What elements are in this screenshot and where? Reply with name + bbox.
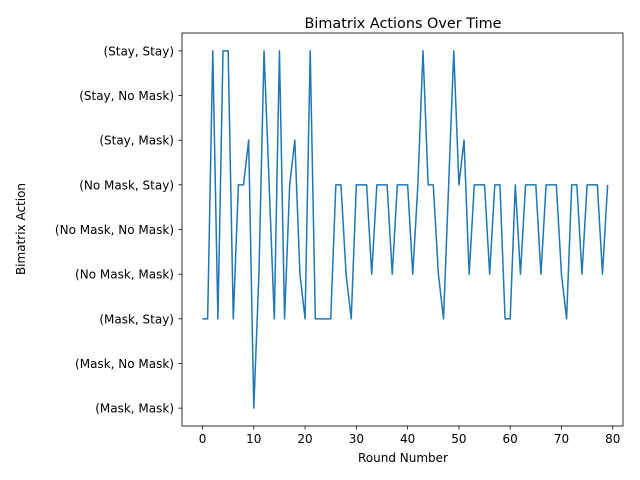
x-tick-label: 0 [199, 432, 207, 446]
series-line [202, 50, 609, 409]
chart-title: Bimatrix Actions Over Time [305, 16, 502, 32]
x-tick-label: 20 [297, 432, 312, 446]
y-tick-label: (No Mask, Stay) [79, 178, 174, 192]
x-tick-label: 30 [349, 432, 364, 446]
y-tick-label: (No Mask, Mask) [75, 268, 174, 282]
y-tick-label: (Mask, No Mask) [75, 357, 174, 371]
y-axis-label: Bimatrix Action [14, 183, 28, 275]
y-axis-ticks: (Mask, Mask) (Mask, No Mask) (Mask, Stay) (… [55, 44, 182, 416]
x-tick-label: 70 [554, 432, 569, 446]
y-tick-label: (Mask, Stay) [99, 312, 174, 326]
y-tick-label: (Stay, Mask) [99, 134, 174, 148]
y-tick-label: (Mask, Mask) [95, 402, 174, 416]
x-tick-label: 50 [451, 432, 466, 446]
x-tick-label: 10 [246, 432, 261, 446]
x-axis-ticks: 0 10 20 30 40 50 60 70 80 [199, 426, 620, 446]
x-axis-label: Round Number [358, 451, 448, 465]
y-tick-label: (No Mask, No Mask) [55, 223, 174, 237]
x-tick-label: 60 [503, 432, 518, 446]
plot-lines [202, 50, 609, 409]
x-tick-label: 80 [605, 432, 620, 446]
y-tick-label: (Stay, No Mask) [79, 89, 174, 103]
plot-frame [181, 32, 624, 427]
x-tick-label: 40 [400, 432, 415, 446]
y-tick-label: (Stay, Stay) [103, 44, 174, 58]
